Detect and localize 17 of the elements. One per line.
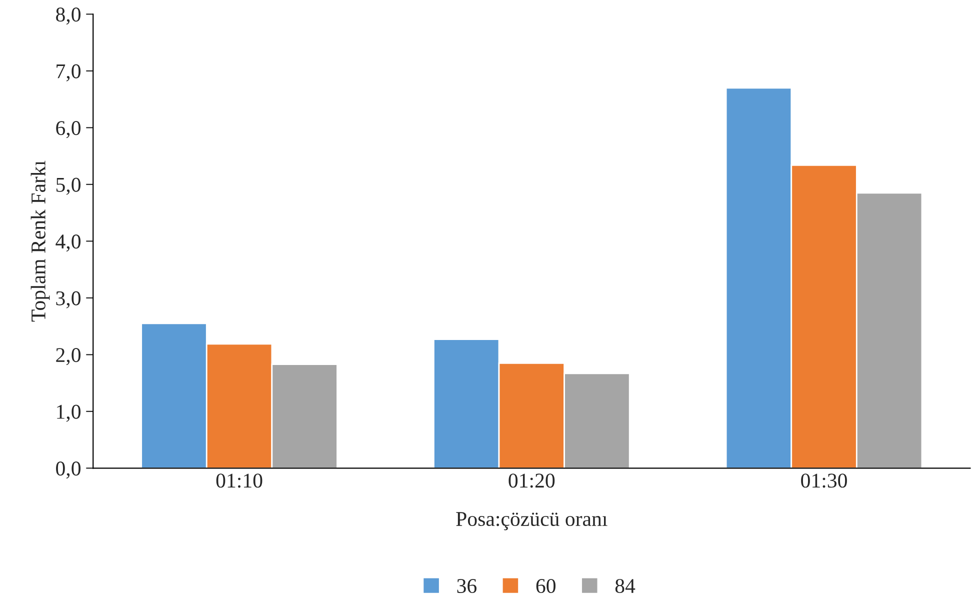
x-tick-label: 01:30 [801,474,847,488]
y-tick-label: 2,0 [56,348,80,366]
legend-label: 60 [536,578,556,594]
y-tick-label: 6,0 [56,121,80,138]
y-tick-label: 1,0 [57,404,80,422]
y-tick-label: 5,0 [56,178,80,195]
y-tick-label: 8,0 [56,8,80,25]
y-tick-label: 3,0 [56,291,80,308]
y-tick-label: 0,0 [56,462,80,479]
x-tick-label: 01:10 [216,474,262,488]
y-tick-label: 4,0 [56,234,80,252]
y-tick-label: 7,0 [56,64,80,82]
legend-label: 36 [457,579,476,594]
x-tick-label: 01:20 [508,474,555,488]
legend-label: 84 [615,578,636,594]
y-axis-title: Toplam Renk Farkı [30,160,50,322]
x-axis-title: Posa:çözücü oranı [456,512,608,530]
